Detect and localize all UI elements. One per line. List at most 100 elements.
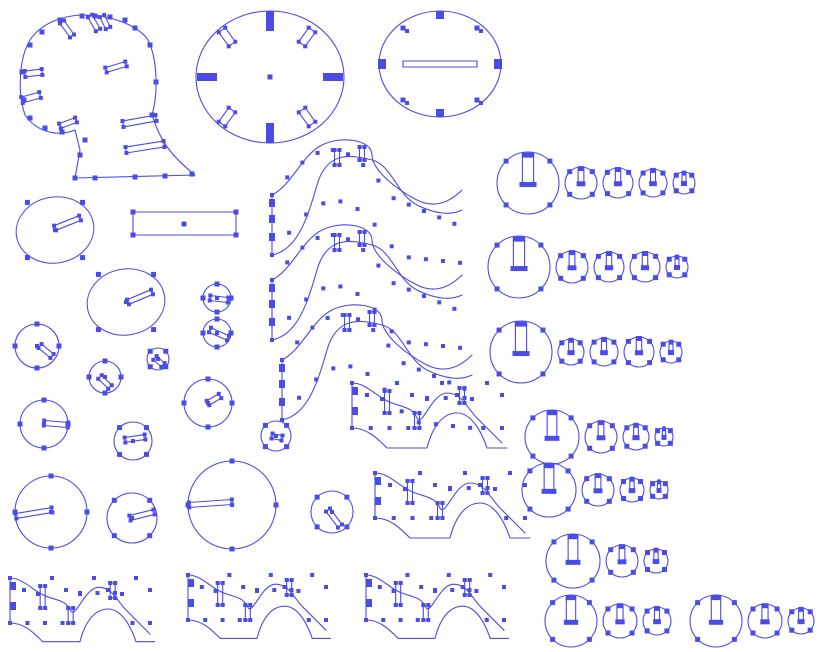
- anchor-node: [416, 420, 421, 425]
- anchor-node: [608, 547, 614, 553]
- joint-tab: [266, 11, 274, 31]
- slot-outline: [298, 107, 316, 127]
- oval-disc-1: [15, 196, 95, 264]
- anchor-node: [488, 573, 493, 577]
- anchor-node: [102, 12, 107, 17]
- joint-tab: [604, 265, 614, 271]
- hump-part-5: [364, 573, 510, 639]
- anchor-node: [452, 221, 457, 226]
- anchor-node: [440, 501, 445, 505]
- anchor-node: [324, 585, 328, 589]
- anchor-node: [437, 300, 442, 305]
- anchor-node: [147, 497, 153, 503]
- anchor-node: [346, 237, 350, 242]
- hump-top-outline: [365, 574, 505, 631]
- anchor-node: [97, 15, 102, 20]
- anchor-node: [673, 172, 679, 178]
- oval-plate-with-bar: [378, 10, 502, 118]
- anchor-node: [458, 260, 463, 265]
- anchor-node: [270, 253, 274, 257]
- anchor-node: [154, 118, 159, 123]
- anchor-node: [689, 172, 695, 178]
- anchor-node: [621, 479, 627, 485]
- disc-8: [113, 421, 153, 461]
- anchor-node: [421, 618, 426, 622]
- anchor-node: [406, 340, 411, 345]
- joint-tab: [616, 603, 624, 609]
- anchor-node: [372, 323, 377, 327]
- anchor-node: [127, 513, 132, 518]
- anchor-node: [604, 191, 610, 197]
- joint-tab: [634, 350, 644, 356]
- anchor-node: [255, 588, 259, 592]
- anchor-node: [357, 158, 362, 162]
- disc-outline: [15, 196, 95, 264]
- anchor-node: [152, 512, 157, 517]
- anchor-node: [134, 576, 138, 580]
- anchor-node: [296, 110, 301, 115]
- hump-top-outline: [351, 382, 503, 444]
- joint-tab: [541, 488, 557, 494]
- anchor-node: [547, 158, 553, 164]
- joint-tab: [761, 603, 769, 609]
- anchor-node: [362, 243, 367, 247]
- anchor-node: [372, 222, 377, 227]
- anchor-node: [241, 585, 246, 589]
- joint-tab: [366, 579, 372, 587]
- slot-outline: [298, 27, 316, 47]
- anchor-node: [162, 173, 168, 179]
- anchor-node: [340, 522, 344, 527]
- anchor-node: [295, 340, 300, 345]
- anchor-node: [310, 573, 315, 577]
- anchor-node: [209, 325, 214, 330]
- anchor-node: [228, 330, 234, 336]
- anchor-node: [99, 373, 104, 378]
- anchor-node: [208, 293, 213, 298]
- anchor-node: [186, 618, 190, 622]
- series-circle: [496, 151, 560, 215]
- anchor-node: [297, 395, 302, 400]
- anchor-node: [387, 411, 392, 415]
- joint-tab: [375, 477, 381, 485]
- anchor-node: [325, 315, 330, 320]
- anchor-node: [124, 300, 128, 304]
- anchor-node: [595, 253, 601, 259]
- anchor-node: [20, 100, 25, 105]
- anchor-node: [337, 163, 342, 167]
- anchor-node: [502, 585, 506, 589]
- anchor-node: [389, 244, 394, 249]
- anchor-node: [186, 500, 191, 505]
- anchor-node: [27, 115, 33, 121]
- anchor-node: [289, 578, 294, 582]
- anchor-node: [284, 422, 290, 428]
- anchor-node: [284, 578, 289, 582]
- joint-tab: [279, 398, 285, 406]
- anchor-node: [268, 75, 272, 79]
- anchor-node: [422, 294, 426, 298]
- anchor-node: [446, 573, 451, 577]
- anchor-node: [807, 627, 813, 633]
- joint-tab: [269, 199, 275, 207]
- anchor-node: [650, 493, 656, 499]
- joint-tab: [188, 599, 194, 607]
- disc-10: [12, 473, 90, 551]
- anchor-node: [440, 381, 444, 385]
- series-circle: [489, 320, 553, 384]
- anchor-node: [285, 260, 290, 265]
- anchor-node: [67, 35, 72, 40]
- anchor-node: [673, 188, 679, 194]
- anchor-node: [77, 152, 83, 158]
- anchor-node: [86, 374, 92, 380]
- anchor-node: [203, 618, 208, 622]
- anchor-node: [331, 366, 336, 371]
- anchor-node: [118, 374, 124, 380]
- joint-tab: [657, 479, 661, 485]
- anchor-node: [373, 516, 377, 520]
- anchor-node: [463, 471, 467, 475]
- anchor-node: [389, 329, 394, 334]
- wave-bottom-outline: [271, 241, 463, 341]
- anchor-node: [502, 618, 506, 622]
- anchor-node: [432, 374, 436, 378]
- joint-tab: [681, 170, 687, 176]
- anchor-node: [630, 547, 636, 553]
